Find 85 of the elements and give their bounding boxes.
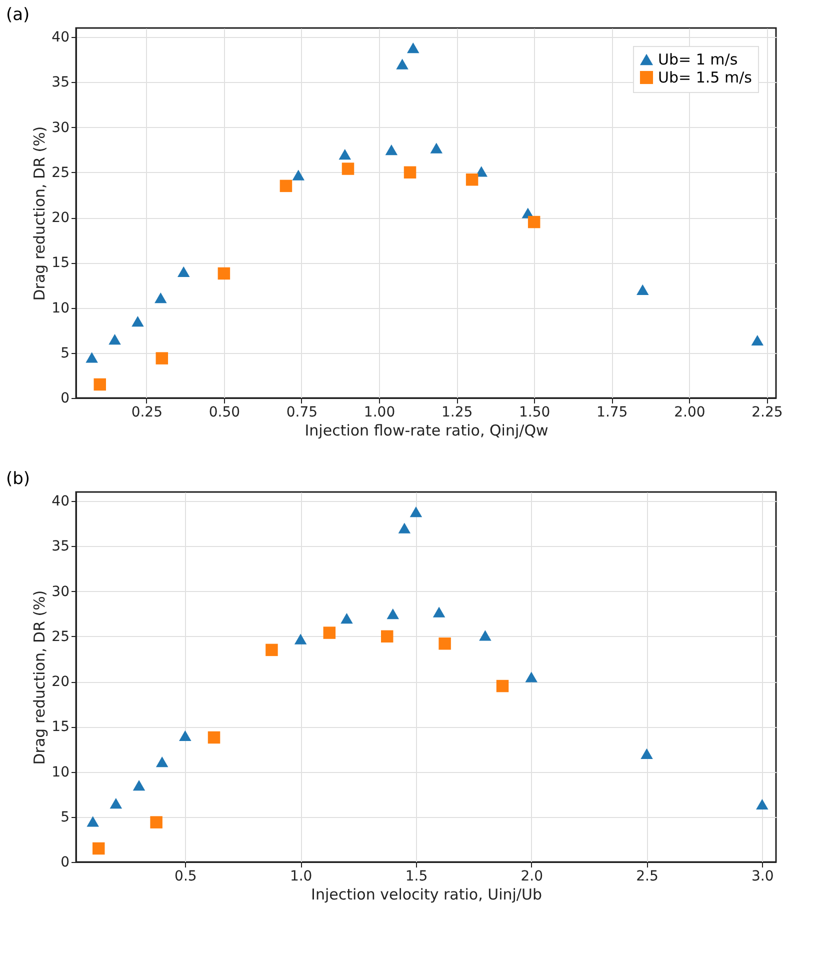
point [340, 613, 353, 624]
x-tick-label: 1.0 [290, 868, 312, 884]
point [380, 630, 394, 643]
y-tick-label: 25 [52, 628, 70, 645]
x-tick-label: 3.0 [752, 868, 774, 884]
y-tick-label: 5 [60, 809, 70, 826]
point [528, 216, 540, 228]
point [132, 316, 144, 327]
x-axis-title: Injection flow-rate ratio, Qinj/Qw [304, 422, 548, 440]
point [86, 352, 98, 363]
legend-label: Ub= 1.5 m/s [658, 68, 752, 86]
point [396, 58, 408, 70]
legend-label: Ub= 1 m/s [658, 50, 738, 68]
x-tick-label: 1.50 [519, 404, 550, 420]
point [636, 284, 649, 296]
point [525, 672, 538, 682]
point [386, 608, 400, 620]
point [432, 606, 446, 618]
point [430, 142, 443, 154]
y-tick-label: 10 [52, 300, 70, 316]
point [385, 144, 398, 156]
point [751, 334, 764, 346]
point [756, 798, 768, 810]
x-tick-label: 2.25 [752, 404, 783, 420]
point [438, 637, 451, 650]
y-tick-label: 15 [52, 719, 70, 736]
chart-title: (b) [6, 469, 30, 489]
point [150, 816, 162, 828]
y-tick-label: 30 [52, 120, 70, 136]
point [110, 798, 122, 809]
y-tick-label: 30 [52, 584, 70, 600]
point [86, 816, 99, 827]
y-tick-label: 10 [52, 764, 70, 780]
y-axis-title: Drag reduction, DR (%) [30, 590, 49, 765]
point [338, 149, 352, 160]
point [466, 173, 478, 186]
x-tick-label: 1.25 [441, 404, 473, 420]
x-tick-label: 1.75 [596, 404, 628, 420]
point [177, 266, 190, 277]
x-tick-label: 0.25 [131, 404, 162, 420]
x-tick-label: 0.5 [174, 868, 197, 884]
x-tick-label: 0.75 [286, 404, 318, 420]
point [323, 626, 336, 639]
point [156, 756, 168, 768]
y-tick-label: 20 [52, 210, 70, 226]
y-tick-label: 35 [52, 538, 70, 555]
point [404, 166, 416, 179]
point [92, 842, 105, 855]
point [496, 680, 509, 692]
point [154, 292, 167, 304]
x-tick-label: 1.00 [364, 404, 396, 420]
y-tick-label: 0 [60, 854, 70, 870]
point [342, 162, 354, 175]
y-tick-label: 20 [52, 674, 70, 690]
y-tick-label: 40 [52, 494, 70, 510]
point [266, 644, 278, 656]
point [294, 634, 307, 644]
x-axis-title: Injection velocity ratio, Uinj/Ub [311, 886, 542, 904]
x-tick-label: 2.00 [674, 404, 706, 420]
chart-title: (a) [6, 5, 30, 25]
y-tick-label: 25 [52, 164, 70, 181]
point [410, 506, 422, 518]
x-tick-label: 1.5 [405, 868, 428, 884]
x-tick-label: 0.50 [208, 404, 240, 420]
point [132, 780, 146, 791]
point [479, 630, 492, 641]
point [292, 170, 304, 180]
y-tick-label: 5 [60, 345, 70, 362]
point [179, 730, 192, 741]
point [280, 180, 292, 192]
point [108, 334, 121, 345]
point [94, 378, 106, 391]
y-tick-label: 15 [52, 255, 70, 272]
y-tick-label: 0 [60, 390, 70, 406]
point [156, 352, 168, 364]
point [208, 731, 220, 744]
y-tick-label: 35 [52, 74, 70, 91]
point [398, 522, 411, 534]
point [407, 42, 420, 54]
y-axis-title: Drag reduction, DR (%) [30, 126, 49, 301]
point [640, 748, 653, 760]
point [218, 267, 230, 280]
x-tick-label: 2.0 [520, 868, 543, 884]
x-tick-label: 2.5 [636, 868, 658, 884]
y-tick-label: 40 [52, 30, 70, 46]
